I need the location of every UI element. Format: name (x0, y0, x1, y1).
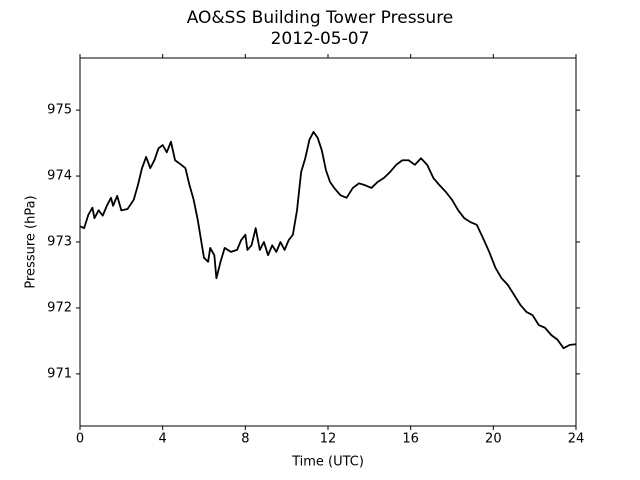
x-tick-label: 4 (159, 432, 167, 447)
x-tick-label: 20 (485, 432, 502, 447)
x-tick-label: 24 (568, 432, 585, 447)
plot-frame (79, 57, 577, 427)
y-tick-label: 972 (47, 300, 72, 315)
x-tick-label: 16 (402, 432, 419, 447)
y-tick-label: 973 (47, 235, 72, 250)
chart-subtitle: 2012-05-07 (271, 29, 370, 49)
y-axis-label: Pressure (hPa) (24, 195, 39, 288)
x-tick-label: 0 (76, 432, 84, 447)
y-tick-label: 971 (47, 366, 72, 381)
chart-title: AO&SS Building Tower Pressure (187, 8, 454, 28)
y-tick-label: 974 (47, 169, 72, 184)
x-axis-label: Time (UTC) (291, 455, 364, 470)
x-tick-label: 12 (320, 432, 337, 447)
x-tick-label: 8 (241, 432, 249, 447)
y-tick-label: 975 (47, 103, 72, 118)
data-line (79, 130, 577, 350)
